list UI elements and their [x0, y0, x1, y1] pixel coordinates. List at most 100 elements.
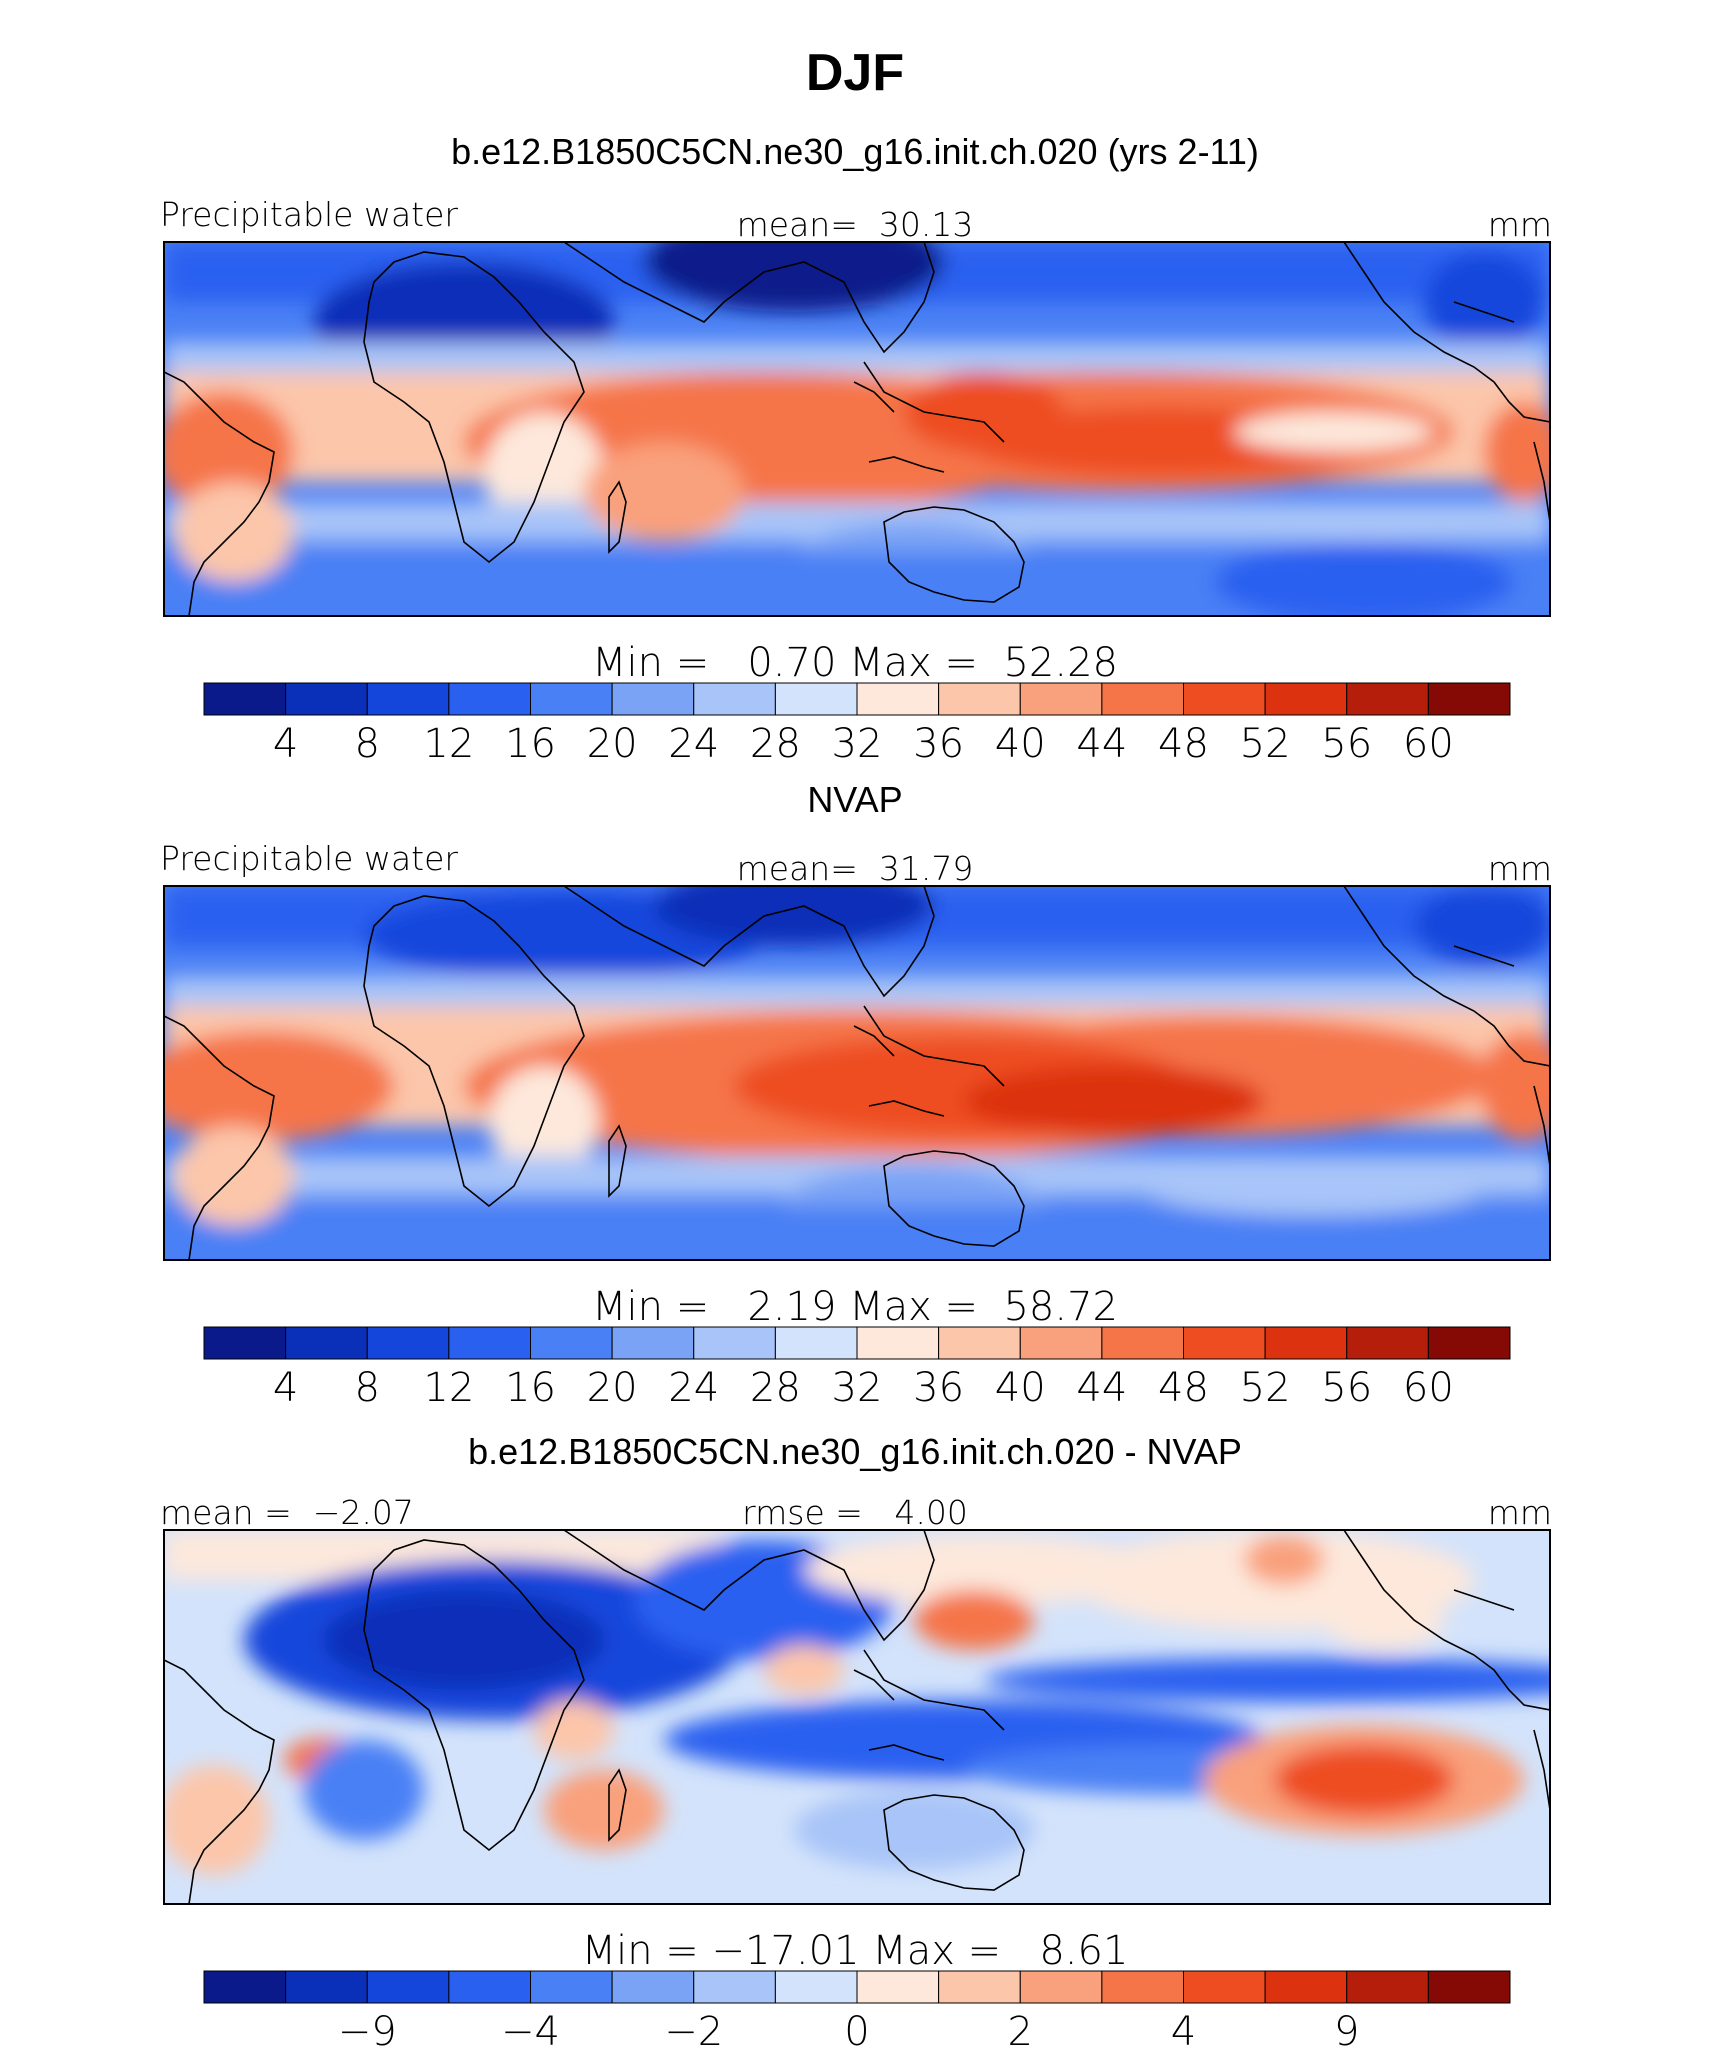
colorbar-tick-label: 60 [1403, 1365, 1454, 1411]
panel-1-map [164, 242, 1550, 616]
figure-title: DJF [806, 44, 904, 102]
colorbar-tick-label: 20 [587, 721, 638, 767]
colorbar-tick-label: 12 [423, 1365, 474, 1411]
panel-3-map [164, 1530, 1550, 1904]
panel-2-left-label: Precipitable water [160, 839, 458, 878]
colorbar-box [1019, 1970, 1103, 2004]
colorbar-tick-label: 20 [587, 1365, 638, 1411]
panel-3: b.e12.B1850C5CN.ne30_g16.init.ch.020 - N… [160, 1431, 1552, 2055]
colorbar-tick-label: 4 [1171, 2009, 1196, 2055]
colorbar-box [366, 1326, 450, 1360]
colorbar-box [1183, 1970, 1266, 2004]
colorbar-box [693, 1970, 776, 2004]
colorbar-tick-label: 52 [1240, 1365, 1291, 1411]
colorbar-tick-label: 56 [1321, 1365, 1372, 1411]
colorbar-tick-label: 8 [355, 1365, 380, 1411]
colorbar-tick-label: 36 [913, 1365, 964, 1411]
colorbar-box [530, 1970, 613, 2004]
colorbar-box [530, 1326, 613, 1360]
colorbar-tick-label: 24 [668, 721, 719, 767]
colorbar-tick-label: 12 [423, 721, 474, 767]
colorbar-tick-label: 36 [913, 721, 964, 767]
colorbar-box [611, 1326, 695, 1360]
colorbar-box [938, 682, 1021, 716]
colorbar-tick-label: 40 [995, 721, 1046, 767]
colorbar-box [774, 1326, 858, 1360]
panel-3-units-label: mm [1488, 1493, 1552, 1532]
panel-2-map [164, 886, 1550, 1260]
colorbar-box [448, 1970, 531, 2004]
panel-1-colorbar [203, 682, 1511, 716]
panel-3-title: b.e12.B1850C5CN.ne30_g16.init.ch.020 - N… [468, 1431, 1242, 1472]
colorbar-box [203, 682, 287, 716]
colorbar-box [366, 682, 450, 716]
colorbar-box [1427, 1326, 1511, 1360]
colorbar-tick-label: 0 [844, 2009, 869, 2055]
colorbar-box [448, 682, 531, 716]
colorbar-tick-label: 8 [355, 721, 380, 767]
colorbar-tick-label: −4 [501, 2009, 560, 2055]
colorbar-box [1101, 1326, 1184, 1360]
colorbar-box [693, 1326, 776, 1360]
colorbar-tick-label: 44 [1076, 721, 1127, 767]
colorbar-box [1101, 1970, 1184, 2004]
colorbar-box [774, 682, 858, 716]
colorbar-tick-label: 48 [1158, 721, 1209, 767]
colorbar-tick-label: 60 [1403, 721, 1454, 767]
colorbar-box [1427, 1970, 1511, 2004]
panel-2-colorbar-ticks: 4 8 12 16 20 24 28 32 36 40 44 48 52 56 60 [273, 1365, 1454, 1411]
panel-3-stats: Min = −17.01 Max = 8.61 [582, 1928, 1129, 1974]
colorbar-tick-label: −2 [664, 2009, 723, 2055]
colorbar-box [285, 1970, 368, 2004]
colorbar-box [1264, 1970, 1348, 2004]
colorbar-tick-label: 52 [1240, 721, 1291, 767]
colorbar-box [693, 682, 776, 716]
colorbar-tick-label: 32 [832, 721, 883, 767]
colorbar-box [611, 1970, 695, 2004]
colorbar-box [1264, 1326, 1348, 1360]
colorbar-tick-label: 16 [505, 721, 556, 767]
colorbar-tick-label: 28 [750, 1365, 801, 1411]
colorbar-box [1346, 682, 1429, 716]
colorbar-box [1346, 1970, 1429, 2004]
colorbar-box [366, 1970, 450, 2004]
colorbar-box [1183, 1326, 1266, 1360]
panel-2-stats: Min = 2.19 Max = 58.72 [592, 1284, 1118, 1330]
colorbar-box [285, 682, 368, 716]
colorbar-tick-label: 44 [1076, 1365, 1127, 1411]
colorbar-tick-label: 32 [832, 1365, 883, 1411]
panel-1-stats: Min = 0.70 Max = 52.28 [592, 640, 1118, 686]
panel-1-frame [163, 241, 1551, 617]
colorbar-box [938, 1970, 1021, 2004]
colorbar-tick-label: 2 [1008, 2009, 1033, 2055]
colorbar-tick-label: 28 [750, 721, 801, 767]
colorbar-tick-label: 16 [505, 1365, 556, 1411]
colorbar-box [856, 1970, 940, 2004]
panel-3-mean-label: mean = −2.07 [160, 1493, 414, 1532]
panel-1-title: b.e12.B1850C5CN.ne30_g16.init.ch.020 (yr… [451, 131, 1259, 172]
colorbar-box [1019, 1326, 1103, 1360]
colorbar-tick-label: 4 [273, 721, 298, 767]
colorbar-tick-label: 40 [995, 1365, 1046, 1411]
colorbar-box [203, 1326, 287, 1360]
colorbar-tick-label: 4 [273, 1365, 298, 1411]
panel-1-colorbar-ticks: 4 8 12 16 20 24 28 32 36 40 44 48 52 56 60 [273, 721, 1454, 767]
colorbar-box [1101, 682, 1184, 716]
colorbar-box [1346, 1326, 1429, 1360]
panel-3-colorbar [203, 1970, 1511, 2004]
colorbar-box [1427, 682, 1511, 716]
panel-2-units-label: mm [1488, 849, 1552, 888]
panel-1-units-label: mm [1488, 205, 1552, 244]
panel-2-colorbar [203, 1326, 1511, 1360]
colorbar-box [938, 1326, 1021, 1360]
colorbar-box [1019, 682, 1103, 716]
panel-3-rmse-label: rmse = 4.00 [742, 1493, 968, 1532]
colorbar-box [856, 682, 940, 716]
colorbar-box [448, 1326, 531, 1360]
panel-1-mean-label: mean= 30.13 [737, 205, 974, 244]
colorbar-tick-label: 56 [1321, 721, 1372, 767]
colorbar-box [1183, 682, 1266, 716]
colorbar-tick-label: 24 [668, 1365, 719, 1411]
panel-2-mean-label: mean= 31.79 [737, 849, 974, 888]
